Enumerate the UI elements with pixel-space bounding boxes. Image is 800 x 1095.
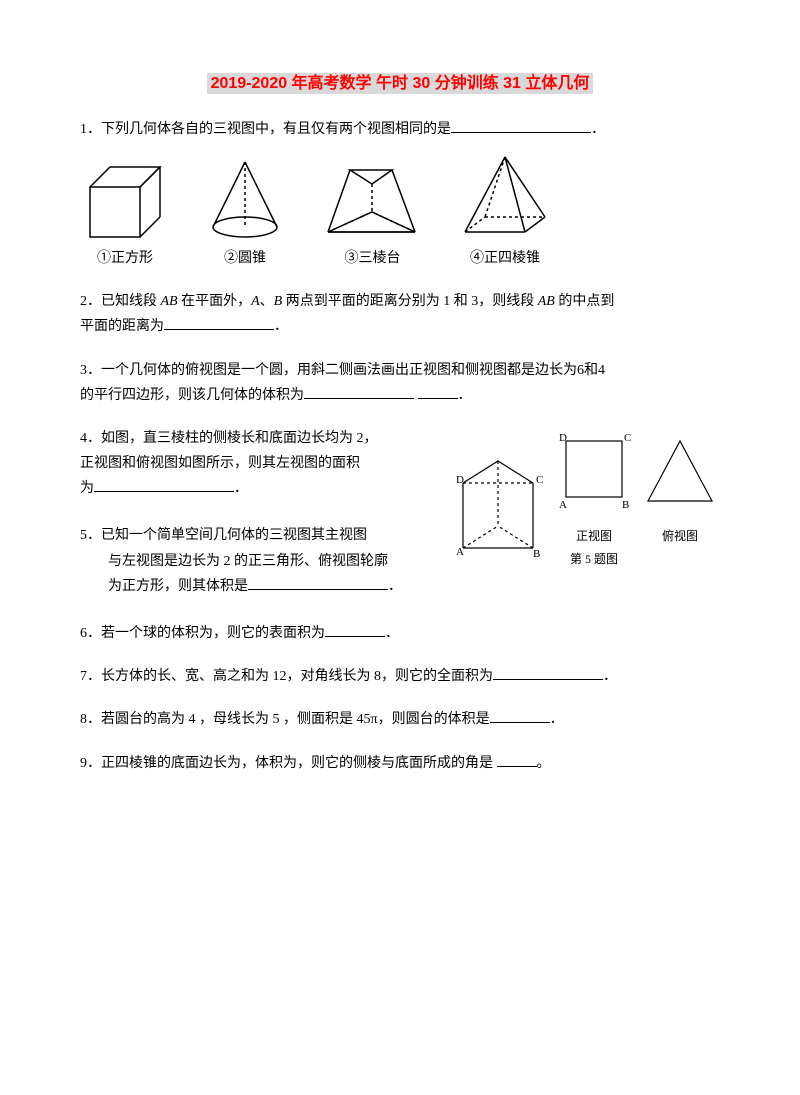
side-view-icon [640, 426, 720, 516]
prism-icon: D C A B [448, 453, 548, 563]
q3-blank2 [418, 384, 458, 399]
q2-p3: 两点到平面的距离分别为 1 和 3，则线段 [282, 294, 538, 309]
q2-blank [164, 315, 274, 330]
q1-blank [451, 118, 591, 133]
question-7: 7．长方体的长、宽、高之和为 12，对角线长为 8，则它的全面积为 ． [80, 664, 720, 689]
shape3-label: ③三棱台 [320, 246, 425, 271]
side-view-label: 俯视图 [640, 526, 720, 548]
lbl-A1: A [456, 546, 464, 558]
q2-ab1: AB [161, 294, 178, 309]
q4-line2: 正视图和俯视图如图所示，则其左视图的面积 [80, 456, 360, 471]
q3-line2: 的平行四边形，则该几何体的体积为 [80, 388, 304, 403]
question-4: 4．如图，直三棱柱的侧棱长和底面边长均为 2， 正视图和俯视图如图所示，则其左视… [80, 426, 448, 502]
lbl-B2: B [622, 499, 629, 511]
q1-shapes: ①正方形 ②圆锥 [80, 152, 720, 271]
lbl-A2: A [559, 499, 567, 511]
q6-text: 6．若一个球的体积为，则它的表面积为 [80, 626, 325, 641]
q2-c1: 、 [260, 294, 274, 309]
q1-text: 1．下列几何体各自的三视图中，有且仅有两个视图相同的是 [80, 122, 451, 137]
question-4-5-block: 4．如图，直三棱柱的侧棱长和底面边长均为 2， 正视图和俯视图如图所示，则其左视… [80, 426, 720, 617]
q9-period: 。 [537, 756, 551, 771]
shape-cone: ②圆锥 [200, 157, 290, 271]
q4-period: ． [234, 481, 248, 496]
title-text: 2019-2020 年高考数学 午时 30 分钟训练 31 立体几何 [207, 73, 594, 94]
fig-prism: D C A B [448, 453, 548, 571]
q6-blank [325, 622, 385, 637]
front-view-icon: D C A B [554, 426, 634, 516]
q4-blank [94, 477, 234, 492]
question-6: 6．若一个球的体积为，则它的表面积为 ． [80, 621, 720, 646]
q4-line1: 4．如图，直三棱柱的侧棱长和底面边长均为 2， [80, 431, 378, 446]
fig-front-view: D C A B 正视图 第 5 题图 [554, 426, 634, 571]
square-pyramid-icon [455, 152, 555, 242]
q5-period: ． [388, 579, 402, 594]
fig-side-view: 俯视图 [640, 426, 720, 571]
question-3: 3．一个几何体的俯视图是一个圆，用斜二侧画法画出正视图和侧视图都是边长为6和4 … [80, 358, 720, 408]
q8-period: ． [550, 712, 564, 727]
question-5: 5．已知一个简单空间几何体的三视图其主视图 与左视图是边长为 2 的正三角形、俯… [80, 523, 448, 599]
fig-caption: 第 5 题图 [554, 549, 634, 571]
q3-line1: 3．一个几何体的俯视图是一个圆，用斜二侧画法画出正视图和侧视图都是边长为6和4 [80, 363, 605, 378]
q4-figures: D C A B D C A B 正视图 第 5 题图 [448, 426, 720, 571]
q6-period: ． [385, 626, 399, 641]
q8-text: 8．若圆台的高为 4 ，母线长为 5 ，侧面积是 45π，则圆台的体积是 [80, 712, 490, 727]
cube-icon [80, 162, 170, 242]
q5-line1: 5．已知一个简单空间几何体的三视图其主视图 [80, 528, 367, 543]
lbl-C2: C [624, 432, 631, 444]
q2-period: ． [274, 319, 288, 334]
front-view-label: 正视图 [554, 526, 634, 548]
q4-q5-text: 4．如图，直三棱柱的侧棱长和底面边长均为 2， 正视图和俯视图如图所示，则其左视… [80, 426, 448, 617]
shape1-label: ①正方形 [80, 246, 170, 271]
lbl-D2: D [559, 432, 567, 444]
shape4-label: ④正四棱锥 [455, 246, 555, 271]
lbl-C1: C [536, 474, 543, 486]
q3-period: ． [458, 388, 472, 403]
shape-tri-frustum: ③三棱台 [320, 162, 425, 271]
q7-text: 7．长方体的长、宽、高之和为 12，对角线长为 8，则它的全面积为 [80, 669, 493, 684]
lbl-B1: B [533, 548, 540, 560]
shape-square-pyramid: ④正四棱锥 [455, 152, 555, 271]
q9-blank [497, 752, 537, 767]
q2-p2: 在平面外， [178, 294, 252, 309]
q2-p1: 2．已知线段 [80, 294, 161, 309]
question-9: 9．正四棱锥的底面边长为，体积为，则它的侧棱与底面所成的角是 。 [80, 751, 720, 776]
q8-blank [490, 708, 550, 723]
question-2: 2．已知线段 AB 在平面外，A、B 两点到平面的距离分别为 1 和 3，则线段… [80, 289, 720, 339]
shape2-label: ②圆锥 [200, 246, 290, 271]
shape-cube: ①正方形 [80, 162, 170, 271]
q4-line3: 为 [80, 481, 94, 496]
q2-line2: 平面的距离为 [80, 319, 164, 334]
lbl-D1: D [456, 474, 464, 486]
q2-p4: 的中点到 [555, 294, 615, 309]
q7-period: ． [603, 669, 617, 684]
q5-line3: 为正方形，则其体积是 [80, 574, 248, 599]
question-1: 1．下列几何体各自的三视图中，有且仅有两个视图相同的是 ． ①正方形 [80, 117, 720, 271]
page: 2019-2020 年高考数学 午时 30 分钟训练 31 立体几何 1．下列几… [0, 0, 800, 1095]
q2-A: A [251, 294, 260, 309]
question-8: 8．若圆台的高为 4 ，母线长为 5 ，侧面积是 45π，则圆台的体积是 ． [80, 707, 720, 732]
q3-blank1 [304, 384, 414, 399]
page-title: 2019-2020 年高考数学 午时 30 分钟训练 31 立体几何 [80, 70, 720, 99]
cone-icon [200, 157, 290, 242]
q7-blank [493, 665, 603, 680]
q2-ab2: AB [538, 294, 555, 309]
tri-frustum-icon [320, 162, 425, 242]
spacer [640, 549, 720, 571]
q9-text: 9．正四棱锥的底面边长为，体积为，则它的侧棱与底面所成的角是 [80, 756, 493, 771]
q2-B: B [274, 294, 283, 309]
q5-blank [248, 575, 388, 590]
q5-line2: 与左视图是边长为 2 的正三角形、俯视图轮廓 [80, 549, 388, 574]
q1-period: ． [591, 122, 605, 137]
